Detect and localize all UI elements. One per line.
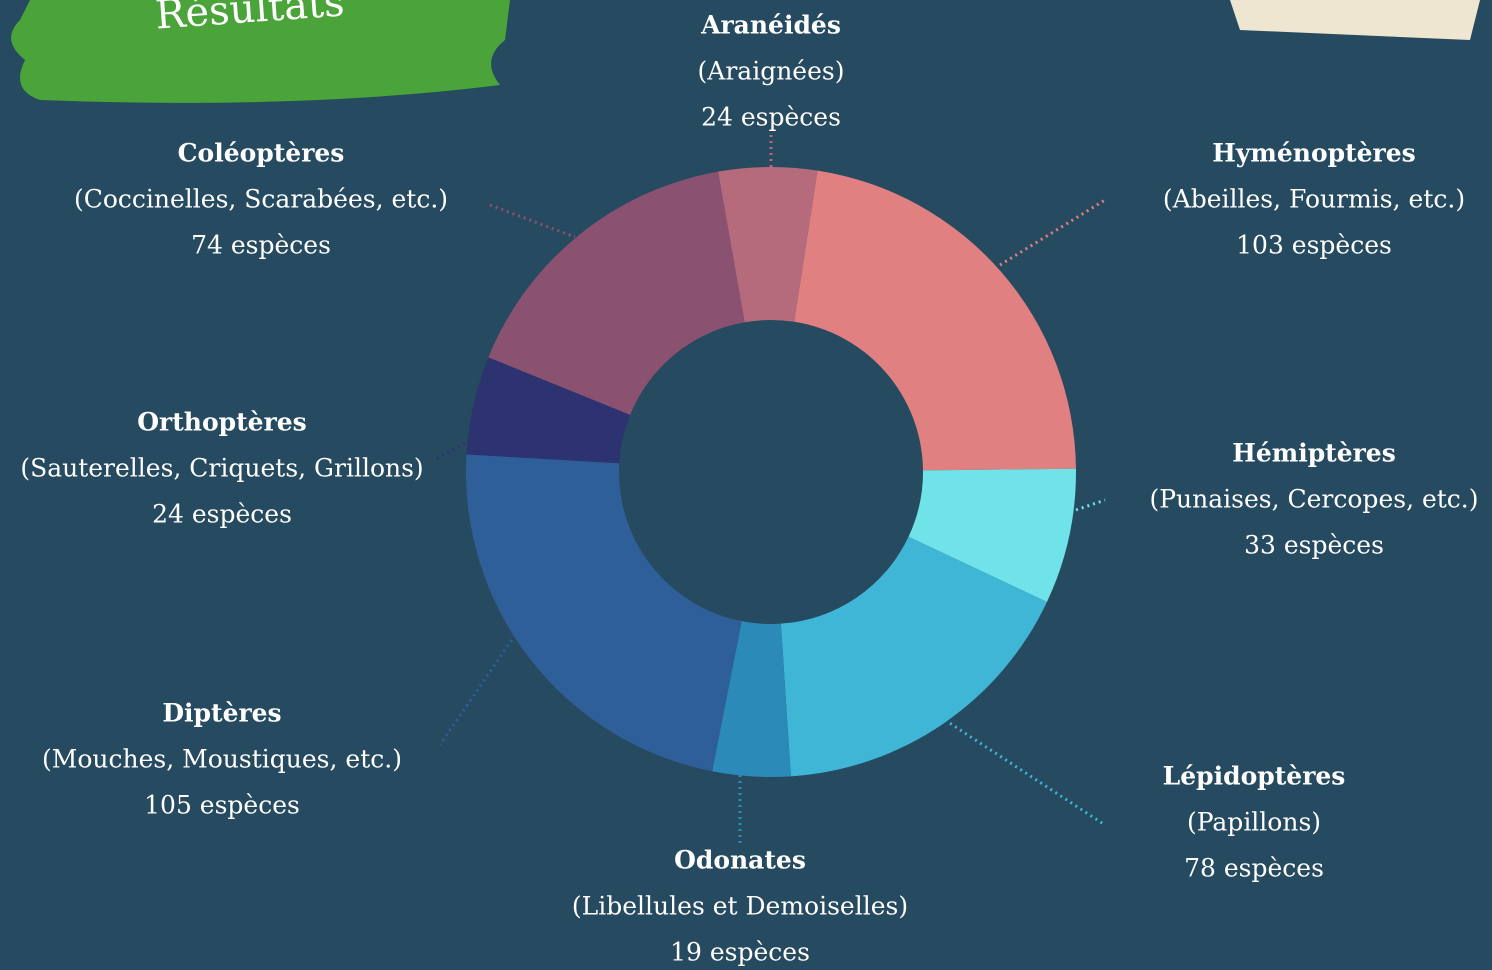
category-description: (Araignées)	[698, 57, 845, 86]
value-label: 103 espèces	[1236, 231, 1392, 260]
category-description: (Papillons)	[1187, 808, 1321, 837]
category-label: Orthoptères	[137, 408, 306, 437]
donut-segment	[712, 621, 791, 777]
category-description: (Abeilles, Fourmis, etc.)	[1163, 185, 1465, 214]
category-label: Aranéidés	[700, 11, 841, 40]
donut-segment	[794, 170, 1076, 471]
value-label: 105 espèces	[144, 791, 300, 820]
value-label: 24 espèces	[701, 103, 841, 132]
donut-segment	[488, 171, 745, 415]
leader-line	[434, 438, 471, 462]
leader-line	[999, 198, 1106, 267]
donut-segment	[908, 468, 1076, 602]
category-description: (Sauterelles, Criquets, Grillons)	[20, 454, 423, 483]
category-label: Odonates	[674, 846, 806, 875]
donut-segment	[466, 357, 631, 464]
donut-segment	[718, 167, 818, 323]
category-description: (Mouches, Moustiques, etc.)	[42, 745, 402, 774]
category-label: Coléoptères	[178, 139, 345, 168]
category-description: (Punaises, Cercopes, etc.)	[1149, 485, 1478, 514]
title-banner	[11, 0, 510, 103]
category-description: (Coccinelles, Scarabées, etc.)	[74, 185, 448, 214]
value-label: 78 espèces	[1184, 854, 1324, 883]
category-label: Lépidoptères	[1163, 762, 1346, 791]
value-label: 74 espèces	[191, 231, 331, 260]
leader-line	[489, 203, 576, 239]
donut-segment	[466, 454, 742, 772]
category-label: Diptères	[162, 699, 281, 728]
category-label: Hyménoptères	[1212, 139, 1415, 168]
value-label: 33 espèces	[1244, 531, 1384, 560]
leader-line	[438, 634, 517, 746]
value-label: 19 espèces	[670, 938, 810, 967]
category-label: Hémiptères	[1232, 439, 1396, 468]
decor-paper	[1230, 0, 1480, 40]
donut-segment	[780, 536, 1047, 777]
leader-line	[944, 718, 1106, 827]
category-description: (Libellules et Demoiselles)	[572, 892, 908, 921]
value-label: 24 espèces	[152, 500, 292, 529]
leader-line	[1075, 498, 1106, 512]
